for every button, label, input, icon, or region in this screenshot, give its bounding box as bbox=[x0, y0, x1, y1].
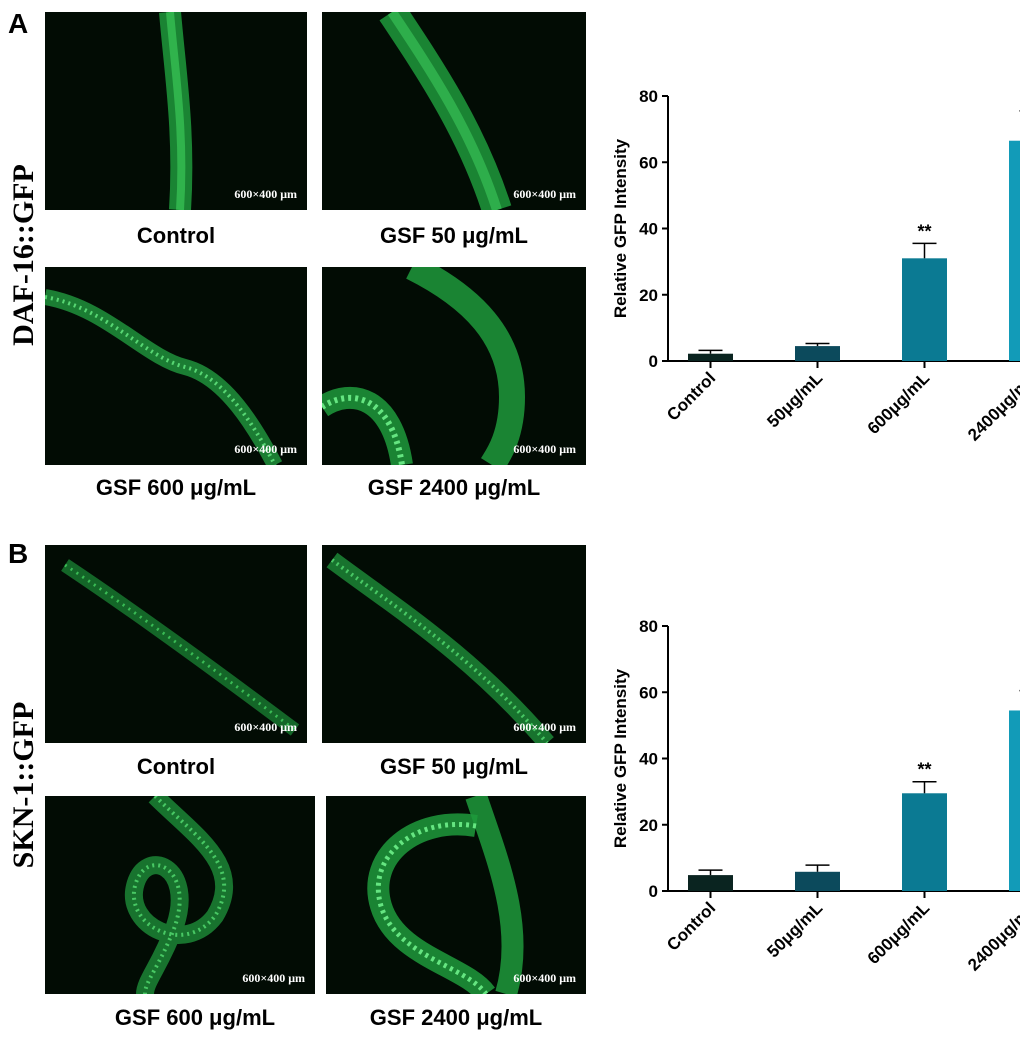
bar bbox=[902, 793, 947, 891]
bar bbox=[1009, 140, 1020, 361]
y-axis-label: Relative GFP Intensity bbox=[611, 138, 630, 318]
y-tick-label: 40 bbox=[639, 220, 658, 239]
micrograph-a-control: 600×400 μm bbox=[45, 12, 307, 210]
y-tick-label: 80 bbox=[639, 617, 658, 636]
caption-a-50: GSF 50 μg/mL bbox=[380, 223, 528, 248]
micrograph-b-50: 600×400 μm bbox=[322, 545, 586, 743]
caption-a-2400: GSF 2400 μg/mL bbox=[367, 475, 541, 500]
caption-a-600: GSF 600 μg/mL bbox=[95, 475, 257, 500]
caption-b-2400: GSF 2400 μg/mL bbox=[369, 1005, 543, 1030]
y-tick-label: 40 bbox=[639, 750, 658, 769]
bar bbox=[1009, 710, 1020, 891]
y-tick-label: 20 bbox=[639, 816, 658, 835]
micrograph-b-600: 600×400 μm bbox=[45, 796, 315, 994]
micrograph-b-control: 600×400 μm bbox=[45, 545, 307, 743]
bar bbox=[688, 875, 733, 891]
micrograph-a-50: 600×400 μm bbox=[322, 12, 586, 210]
micrograph-a-600: 600×400 μm bbox=[45, 267, 307, 465]
caption-b-600: GSF 600 μg/mL bbox=[114, 1005, 276, 1030]
x-tick-label: Control bbox=[663, 898, 719, 954]
worm-image bbox=[124, 796, 234, 994]
worm-image bbox=[379, 12, 512, 210]
panel-letter-a: A bbox=[8, 8, 29, 39]
scale-label: 600×400 μm bbox=[242, 971, 305, 985]
y-axis-label: Relative GFP Intensity bbox=[611, 668, 630, 848]
scale-label: 600×400 μm bbox=[234, 442, 297, 456]
micrograph-b-2400: 600×400 μm bbox=[326, 796, 586, 994]
caption-a-control: Control bbox=[136, 223, 216, 248]
row-label-daf16: DAF-16::GFP bbox=[7, 164, 40, 346]
x-tick-label: 600μg/mL bbox=[864, 898, 934, 968]
bar bbox=[795, 346, 840, 361]
significance-label: ** bbox=[917, 760, 931, 780]
x-tick-label: 2400μg/mL bbox=[964, 898, 1020, 974]
caption-b-50: GSF 50 μg/mL bbox=[380, 754, 528, 779]
bar-chart-daf16: 0 20 40 60 80 Relative GFP Intensity Control 50… bbox=[611, 87, 1020, 445]
row-label-skn1: SKN-1::GFP bbox=[7, 701, 40, 869]
scale-label: 600×400 μm bbox=[513, 971, 576, 985]
worm-image bbox=[326, 552, 554, 743]
y-tick-label: 0 bbox=[649, 882, 658, 901]
significance-label: ** bbox=[917, 221, 931, 241]
x-tick-label: 2400μg/mL bbox=[964, 368, 1020, 444]
y-tick-label: 60 bbox=[639, 153, 658, 172]
worm-image bbox=[159, 12, 193, 210]
y-tick-label: 0 bbox=[649, 352, 658, 371]
scale-label: 600×400 μm bbox=[513, 187, 576, 201]
bar-chart-skn1: 0 20 40 60 80 Relative GFP Intensity Control 50… bbox=[611, 617, 1020, 975]
worm-image bbox=[45, 289, 283, 465]
y-tick-label: 20 bbox=[639, 286, 658, 305]
worm-image bbox=[61, 559, 300, 736]
bar bbox=[795, 871, 840, 891]
scale-label: 600×400 μm bbox=[513, 720, 576, 734]
bar bbox=[688, 353, 733, 361]
x-tick-label: Control bbox=[663, 368, 719, 424]
scale-label: 600×400 μm bbox=[234, 720, 297, 734]
caption-b-control: Control bbox=[136, 754, 216, 779]
panel-letter-b: B bbox=[8, 538, 29, 569]
x-tick-label: 50μg/mL bbox=[763, 898, 826, 961]
x-tick-label: 600μg/mL bbox=[864, 368, 934, 438]
worm-image bbox=[322, 267, 526, 465]
bar bbox=[902, 258, 947, 361]
micrograph-a-2400: 600×400 μm bbox=[322, 267, 586, 465]
y-tick-label: 60 bbox=[639, 683, 658, 702]
x-tick-label: 50μg/mL bbox=[763, 368, 826, 431]
worm-image bbox=[367, 796, 524, 994]
scale-label: 600×400 μm bbox=[513, 442, 576, 456]
scale-label: 600×400 μm bbox=[234, 187, 297, 201]
y-tick-label: 80 bbox=[639, 87, 658, 106]
